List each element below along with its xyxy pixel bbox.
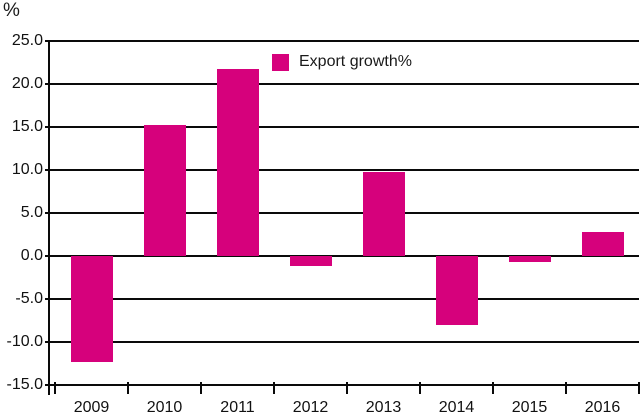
legend-swatch [272, 53, 289, 71]
y-tick-label-15: 15.0 [11, 118, 43, 135]
x-axis-tick [54, 382, 56, 394]
y-tick-label--15: -15.0 [6, 376, 43, 393]
bar-2016 [581, 231, 624, 256]
bar-2013 [362, 171, 405, 256]
gridline-15 [45, 126, 639, 128]
legend-label: Export growth% [299, 53, 412, 70]
x-axis-tick [273, 382, 275, 394]
bar-2012 [289, 256, 332, 267]
legend: Export growth% [272, 53, 412, 71]
gridline--10 [45, 341, 639, 343]
x-axis-label-2010: 2010 [146, 399, 183, 416]
x-axis-label-2014: 2014 [438, 399, 475, 416]
gridline-0 [45, 255, 639, 257]
bar-2015 [508, 256, 551, 263]
x-axis-label-2009: 2009 [73, 399, 110, 416]
y-tick-label-20: 20.0 [11, 75, 43, 92]
y-tick-label-0: 0.0 [20, 247, 43, 264]
gridline-20 [45, 83, 639, 85]
x-axis-tick [346, 382, 348, 394]
y-tick-label-5: 5.0 [20, 204, 43, 221]
x-axis-tick [127, 382, 129, 394]
y-tick-label--5: -5.0 [15, 290, 43, 307]
gridline--5 [45, 298, 639, 300]
gridline-5 [45, 212, 639, 214]
x-axis-tick [565, 382, 567, 394]
gridline-25 [45, 40, 639, 42]
bar-2009 [70, 256, 113, 362]
x-axis-tick [200, 382, 202, 394]
x-axis-tick [638, 382, 640, 394]
y-tick-label-25: 25.0 [11, 32, 43, 49]
bar-2010 [143, 125, 186, 256]
x-axis-line [45, 384, 639, 386]
y-axis-unit-label: % [3, 0, 20, 21]
x-axis-label-2016: 2016 [584, 399, 621, 416]
x-axis-label-2011: 2011 [220, 399, 255, 416]
x-axis-label-2015: 2015 [511, 399, 548, 416]
y-tick-label-10: 10.0 [11, 161, 43, 178]
x-axis-tick [419, 382, 421, 394]
x-axis-label-2012: 2012 [292, 399, 329, 416]
x-axis-tick [492, 382, 494, 394]
y-tick-label--10: -10.0 [6, 333, 43, 350]
x-axis-label-2013: 2013 [365, 399, 402, 416]
bar-2011 [216, 69, 259, 256]
gridline-10 [45, 169, 639, 171]
bar-2014 [435, 256, 478, 325]
y-axis-line [48, 41, 50, 395]
